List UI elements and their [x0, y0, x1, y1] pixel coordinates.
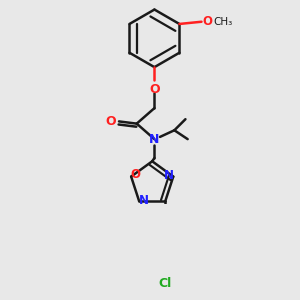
Text: O: O — [202, 15, 213, 28]
Text: N: N — [139, 194, 149, 207]
Text: O: O — [130, 168, 140, 181]
Text: O: O — [105, 115, 116, 128]
Text: N: N — [149, 133, 160, 146]
Text: CH₃: CH₃ — [213, 17, 232, 27]
Text: O: O — [149, 83, 160, 96]
Text: Cl: Cl — [159, 277, 172, 290]
Text: N: N — [164, 169, 173, 182]
